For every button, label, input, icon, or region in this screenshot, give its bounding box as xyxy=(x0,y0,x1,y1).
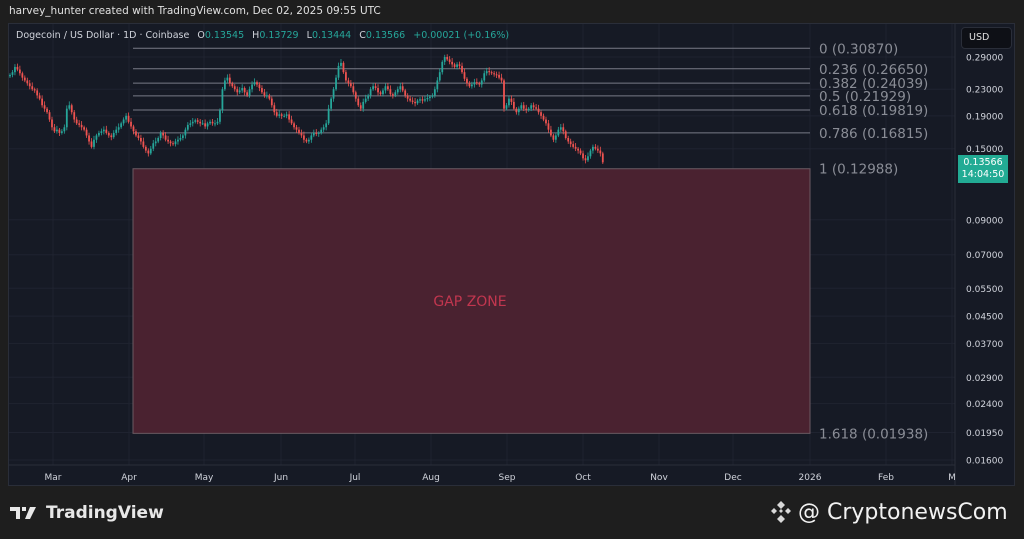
price-tick-label: 0.09000 xyxy=(966,216,1003,226)
fib-level-label: 1.618 (0.01938) xyxy=(819,426,928,442)
time-tick-label: 2026 xyxy=(799,473,822,483)
time-tick-label: Nov xyxy=(650,473,668,483)
change-value: +0.00021 (+0.16%) xyxy=(413,30,510,41)
time-tick-label: Mar xyxy=(45,473,62,483)
low-label: L xyxy=(306,30,312,41)
watermark-text: @ CryptonewsCom xyxy=(798,499,1008,525)
tradingview-logo[interactable]: TradingView xyxy=(10,503,164,523)
fib-level-label: 0 (0.30870) xyxy=(819,41,898,57)
last-price: 0.13566 xyxy=(963,157,1003,168)
price-tick-label: 0.03700 xyxy=(966,340,1003,350)
time-tick-label: May xyxy=(195,473,214,483)
cryptonews-watermark: @ CryptonewsCom xyxy=(768,499,1008,525)
time-tick-label: Jun xyxy=(273,473,288,483)
open-value: 0.13545 xyxy=(204,30,245,41)
price-tick-label: 0.07000 xyxy=(966,251,1003,261)
price-tick-label: 0.04500 xyxy=(966,313,1003,323)
fib-level-label: 0.382 (0.24039) xyxy=(819,76,928,92)
time-tick-label: Jul xyxy=(349,473,361,483)
price-tick-label: 0.05500 xyxy=(966,285,1003,295)
time-tick-label: M xyxy=(948,473,956,483)
price-axis[interactable]: 0.29000 0.23000 0.19000 0.15000 0.09000 0.070… xyxy=(966,54,1003,467)
tradingview-logo-icon xyxy=(10,507,36,519)
symbol-title: Dogecoin / US Dollar · 1D · Coinbase xyxy=(16,30,190,41)
fib-retracement[interactable]: 0 (0.30870) 0.236 (0.26650)0.382 (0.24039… xyxy=(133,41,928,442)
chart-attribution: harvey_hunter created with TradingView.c… xyxy=(9,5,381,17)
price-tick-label: 0.15000 xyxy=(966,145,1003,155)
close-label: C xyxy=(359,30,366,41)
time-axis[interactable]: Mar Apr May Jun Jul Aug Sep Oct Nov Dec 2026 Feb M xyxy=(45,473,956,483)
bar-countdown: 14:04:50 xyxy=(961,169,1005,180)
price-tick-label: 0.23000 xyxy=(966,86,1003,96)
price-tick-label: 0.02400 xyxy=(966,400,1003,410)
symbol-legend: Dogecoin / US Dollar · 1D · Coinbase O0.… xyxy=(16,30,509,41)
fib-level-label: 1 (0.12988) xyxy=(819,162,898,178)
high-value: 0.13729 xyxy=(259,30,299,41)
price-tick-label: 0.01600 xyxy=(966,457,1003,467)
high-label: H xyxy=(252,30,260,41)
time-tick-label: Aug xyxy=(422,473,440,483)
binance-diamond-icon xyxy=(771,501,791,523)
close-value: 0.13566 xyxy=(365,30,406,41)
time-tick-label: Dec xyxy=(724,473,741,483)
currency-button[interactable]: USD xyxy=(961,27,1012,49)
fib-level-label: 0.786 (0.16815) xyxy=(819,126,928,142)
price-tick-label: 0.19000 xyxy=(966,112,1003,122)
fib-level-label: 0.236 (0.26650) xyxy=(819,62,928,78)
tradingview-brand: TradingView xyxy=(46,503,164,523)
open-label: O xyxy=(197,30,205,41)
fib-level-label: 0.5 (0.21929) xyxy=(819,89,911,105)
low-value: 0.13444 xyxy=(311,30,352,41)
time-tick-label: Feb xyxy=(878,473,894,483)
candlestick-series xyxy=(9,54,604,165)
gap-zone-label: GAP ZONE xyxy=(433,294,506,310)
fib-level-label: 0.618 (0.19819) xyxy=(819,103,928,119)
price-tick-label: 0.01950 xyxy=(966,429,1003,439)
price-tick-label: 0.02900 xyxy=(966,374,1003,384)
time-tick-label: Apr xyxy=(121,473,137,483)
time-tick-label: Sep xyxy=(499,473,516,483)
time-tick-label: Oct xyxy=(575,473,591,483)
price-tick-label: 0.29000 xyxy=(966,54,1003,64)
last-price-tag: 0.13566 14:04:50 xyxy=(958,155,1008,183)
gap-zone-rect[interactable] xyxy=(132,168,811,434)
